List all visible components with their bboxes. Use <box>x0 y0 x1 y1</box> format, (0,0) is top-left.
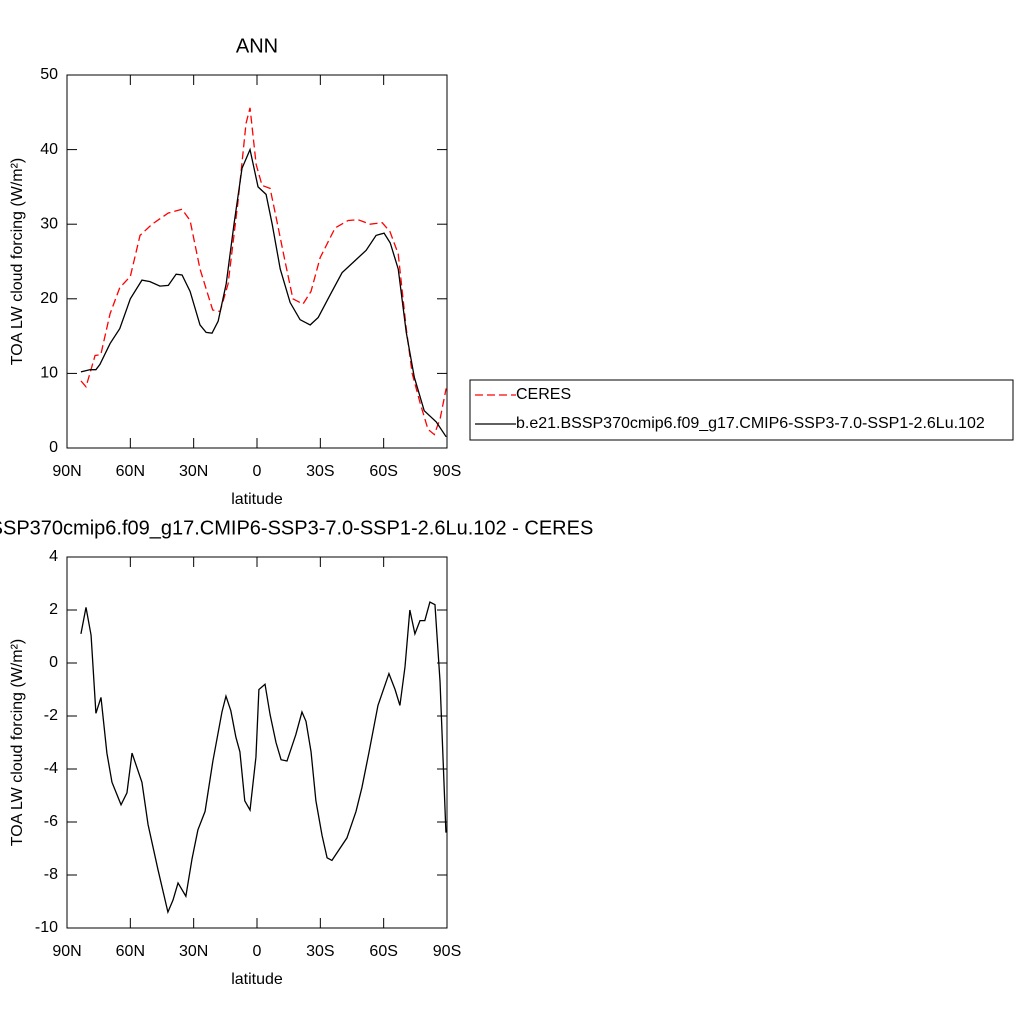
y-tick-label: -4 <box>44 760 58 777</box>
y-tick-label: 40 <box>40 141 58 158</box>
y-tick-label: -2 <box>44 707 58 724</box>
y-tick-label: -10 <box>35 919 58 936</box>
data-line <box>80 147 447 438</box>
x-tick-label: 30S <box>306 463 334 480</box>
x-tick-label: 30N <box>179 463 208 480</box>
x-tick-label: 60S <box>369 463 397 480</box>
legend-box <box>469 379 1014 441</box>
y-axis-label: TOA LW cloud forcing (W/m²) <box>9 158 26 365</box>
y-tick-label: -8 <box>44 866 58 883</box>
x-tick-label: 90N <box>52 943 81 960</box>
y-tick-label: 4 <box>49 548 58 565</box>
y-tick-label: 0 <box>49 654 58 671</box>
x-tick-label: 0 <box>253 943 262 960</box>
y-axis-label: TOA LW cloud forcing (W/m²) <box>9 639 26 846</box>
y-tick-label: 20 <box>40 290 58 307</box>
x-tick-label: 0 <box>253 463 262 480</box>
chart-title: ANN <box>236 35 278 57</box>
y-tick-label: -6 <box>44 813 58 830</box>
data-line <box>80 107 447 436</box>
x-tick-label: 90S <box>433 463 461 480</box>
x-tick-label: 30S <box>306 943 334 960</box>
y-tick-label: 2 <box>49 601 58 618</box>
x-axis-label: latitude <box>231 971 283 988</box>
x-axis-label: latitude <box>231 491 283 508</box>
x-tick-label: 30N <box>179 943 208 960</box>
plot-frame <box>66 74 448 449</box>
y-tick-label: 50 <box>40 66 58 83</box>
y-tick-label: 10 <box>40 365 58 382</box>
data-line <box>80 601 447 915</box>
y-tick-label: 30 <box>40 215 58 232</box>
x-tick-label: 90N <box>52 463 81 480</box>
x-tick-label: 90S <box>433 943 461 960</box>
chart-title: b.e21.BSSP370cmip6.f09_g17.CMIP6-SSP3-7.… <box>0 517 593 539</box>
x-tick-label: 60N <box>116 463 145 480</box>
legend-label: b.e21.BSSP370cmip6.f09_g17.CMIP6-SSP3-7.… <box>516 415 985 432</box>
y-tick-label: 0 <box>49 439 58 456</box>
x-tick-label: 60N <box>116 943 145 960</box>
legend-label: CERES <box>516 386 571 403</box>
x-tick-label: 60S <box>369 943 397 960</box>
